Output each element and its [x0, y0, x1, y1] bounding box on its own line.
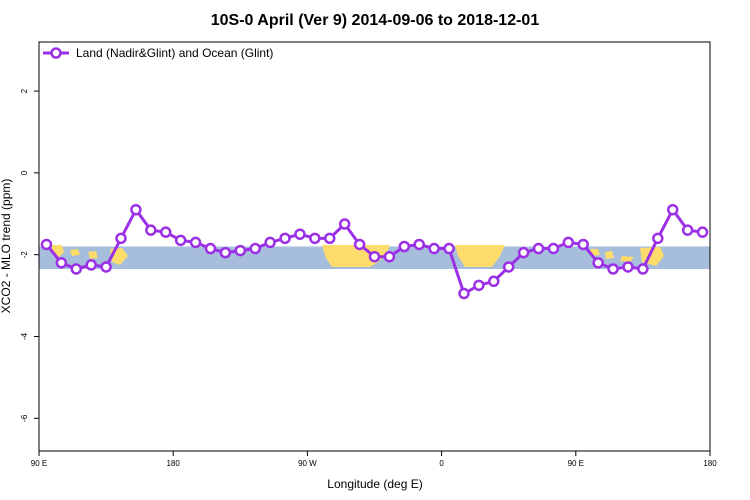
data-point	[234, 244, 247, 257]
data-point	[547, 242, 560, 255]
data-point	[249, 242, 261, 255]
data-point	[488, 275, 500, 288]
y-tick-label: -4	[20, 332, 29, 340]
data-point	[130, 203, 142, 216]
data-point	[309, 232, 321, 245]
y-axis: 2 0 -2 -4 -6	[20, 88, 39, 422]
x-tick-label: 90 E	[31, 459, 47, 468]
x-axis: 90 E 180 90 W 0 90 E 180	[31, 451, 717, 468]
x-tick-label: 90 W	[298, 459, 317, 468]
legend-marker	[50, 47, 62, 59]
data-point	[55, 257, 68, 269]
land-patch	[88, 251, 98, 259]
y-tick-label: -6	[20, 414, 29, 422]
legend-label: Land (Nadir&Glint) and Ocean (Glint)	[76, 46, 273, 60]
data-point	[562, 236, 575, 249]
data-point	[219, 246, 232, 259]
data-point	[652, 232, 664, 245]
chart-title: 10S-0 April (Ver 9) 2014-09-06 to 2018-1…	[211, 12, 540, 29]
data-point	[622, 261, 634, 273]
x-tick-label: 180	[703, 459, 717, 468]
data-point	[100, 261, 112, 273]
y-tick-label: -2	[20, 251, 29, 259]
data-point	[189, 236, 202, 249]
plot-frame	[38, 41, 711, 452]
data-point	[85, 259, 97, 271]
data-point	[681, 224, 694, 236]
land-patch	[70, 249, 80, 256]
data-point	[696, 226, 709, 238]
data-point	[353, 238, 366, 251]
data-point	[443, 242, 455, 255]
data-point	[368, 250, 381, 263]
data-point	[637, 263, 649, 275]
data-point	[324, 232, 336, 245]
data-point	[502, 261, 515, 273]
y-axis-label: XCO2 - MLO trend (ppm)	[0, 179, 13, 314]
data-point	[204, 242, 217, 255]
data-point	[517, 246, 530, 259]
data-point	[473, 279, 485, 292]
data-point	[40, 238, 53, 251]
x-axis-label: Longitude (deg E)	[327, 477, 422, 491]
data-point	[279, 232, 291, 245]
data-point	[115, 232, 127, 245]
data-point	[383, 250, 396, 263]
land-patch	[620, 256, 634, 262]
data-point	[264, 236, 276, 249]
data-point	[577, 238, 590, 251]
x-tick-label: 90 E	[568, 459, 584, 468]
y-tick-label: 2	[20, 88, 29, 93]
land-patch	[455, 245, 505, 267]
data-point	[428, 242, 440, 255]
data-point	[294, 228, 306, 240]
data-point	[666, 203, 679, 216]
x-tick-label: 180	[167, 459, 181, 468]
data-point	[398, 240, 411, 253]
data-point	[145, 224, 157, 236]
x-tick-label: 0	[439, 459, 444, 468]
data-point	[413, 238, 425, 251]
data-point	[592, 257, 604, 269]
data-point	[458, 287, 470, 300]
data-point	[159, 226, 172, 238]
legend: Land (Nadir&Glint) and Ocean (Glint)	[43, 46, 273, 60]
series-layer	[40, 203, 709, 300]
land-patch	[605, 251, 614, 259]
data-point	[532, 242, 545, 255]
y-tick-label: 0	[20, 170, 29, 175]
data-point	[607, 263, 619, 275]
data-point	[174, 234, 187, 247]
data-point	[338, 218, 351, 230]
data-point	[70, 263, 83, 275]
